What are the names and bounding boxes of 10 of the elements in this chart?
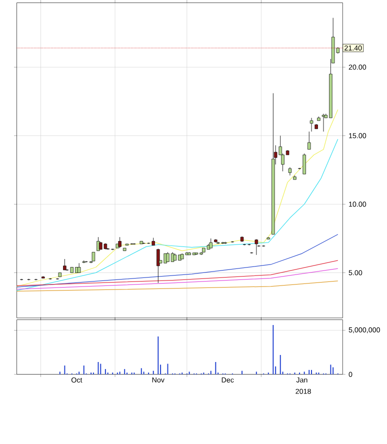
candlestick [209,238,213,248]
candlestick [288,166,292,176]
candlestick [308,131,311,150]
line-series [16,260,338,286]
line-series [16,109,338,287]
candlestick [310,118,314,132]
line-series [16,234,338,288]
line-series [16,268,338,290]
line-series [16,138,338,291]
line-series [16,280,338,292]
